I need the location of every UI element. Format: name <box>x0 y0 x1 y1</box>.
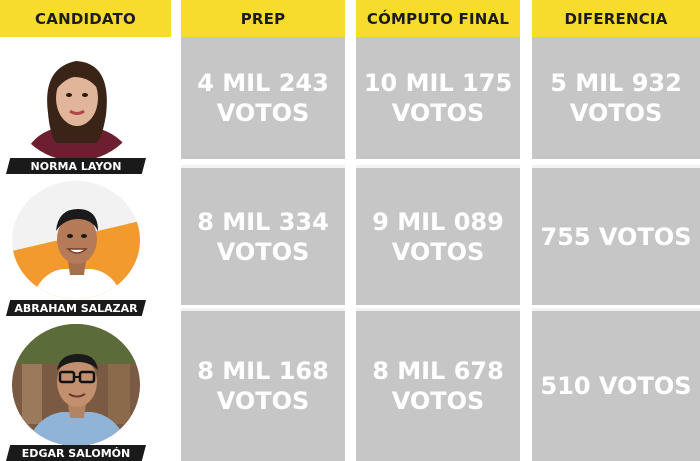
computo-cell-2: 9 MIL 089 VOTOS <box>356 165 520 305</box>
diferencia-cell-1: 5 MIL 932 VOTOS <box>532 37 700 159</box>
prep-unit-2: VOTOS <box>216 237 310 266</box>
candidate-row-1: NORMA LAYON <box>0 37 171 174</box>
prep-cell-1: 4 MIL 243 VOTOS <box>181 37 345 159</box>
candidate-row-2: ABRAHAM SALAZAR <box>0 165 171 316</box>
candidate-row-3: EDGAR SALOMÓN <box>0 308 171 461</box>
computo-unit-3: VOTOS <box>391 387 485 415</box>
computo-cell-3: 8 MIL 678 VOTOS <box>356 308 520 461</box>
diferencia-cell-3: 510 VOTOS <box>532 308 700 461</box>
prep-value-2: 8 MIL 334 <box>197 207 329 236</box>
candidate-photo-abraham-salazar <box>12 181 140 299</box>
prep-unit-3: VOTOS <box>216 387 310 415</box>
diferencia-value-3: 510 VOTOS <box>540 372 692 400</box>
header-prep: PREP <box>181 0 345 37</box>
prep-value-3: 8 MIL 168 <box>197 357 329 385</box>
prep-cell-3: 8 MIL 168 VOTOS <box>181 308 345 461</box>
prep-value-1: 4 MIL 243 <box>197 69 329 97</box>
candidate-photo-norma-layon <box>12 43 140 161</box>
candidate-name-edgar-salomon: EDGAR SALOMÓN <box>6 445 146 461</box>
header-candidato: CANDIDATO <box>0 0 171 37</box>
computo-value-1: 10 MIL 175 <box>363 69 513 97</box>
computo-unit-2: VOTOS <box>391 237 485 266</box>
candidate-name-norma-layon: NORMA LAYON <box>6 158 146 174</box>
header-computo-final: CÓMPUTO FINAL <box>356 0 520 37</box>
header-diferencia: DIFERENCIA <box>532 0 700 37</box>
prep-unit-1: VOTOS <box>216 99 310 127</box>
diferencia-value-2: 755 VOTOS <box>540 222 692 251</box>
candidate-photo-edgar-salomon <box>12 324 140 446</box>
prep-cell-2: 8 MIL 334 VOTOS <box>181 165 345 305</box>
computo-value-2: 9 MIL 089 <box>372 207 504 236</box>
diferencia-value-1: 5 MIL 932 <box>550 69 682 97</box>
computo-cell-1: 10 MIL 175 VOTOS <box>356 37 520 159</box>
diferencia-unit-1: VOTOS <box>569 99 663 127</box>
candidate-name-abraham-salazar: ABRAHAM SALAZAR <box>6 300 146 316</box>
computo-unit-1: VOTOS <box>391 99 485 127</box>
computo-value-3: 8 MIL 678 <box>372 357 504 385</box>
diferencia-cell-2: 755 VOTOS <box>532 165 700 305</box>
